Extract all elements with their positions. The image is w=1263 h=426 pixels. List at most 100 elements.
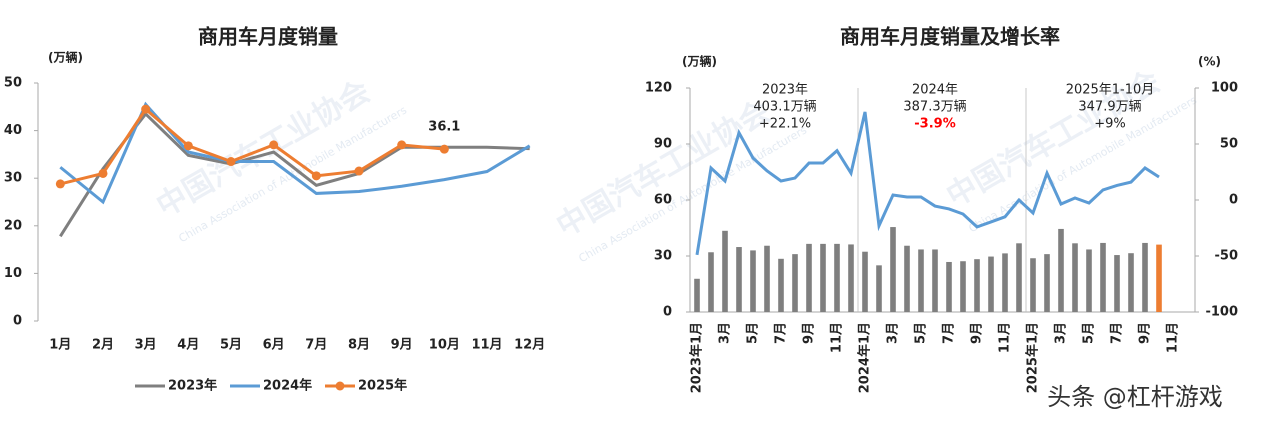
x-tick-label: 3月 (718, 322, 733, 344)
x-tick-label: 11月 (998, 322, 1013, 353)
annotation: +9% (1094, 117, 1126, 132)
x-tick-label: 2024年1月 (857, 322, 873, 393)
y-tick-label: 120 (645, 81, 672, 96)
point (98, 168, 108, 178)
annotation: 2023年 (762, 83, 808, 98)
bar (1114, 255, 1120, 312)
y-tick-label: 40 (4, 123, 22, 138)
y-tick-label: 60 (654, 193, 672, 208)
bar (806, 243, 812, 312)
point (141, 104, 151, 114)
point (55, 179, 65, 189)
y2-tick-label: 100 (1211, 81, 1238, 96)
bar (960, 261, 966, 312)
x-tick-label: 9月 (391, 338, 413, 353)
bar (722, 230, 728, 312)
point (397, 140, 407, 150)
y-tick-label: 30 (654, 249, 672, 264)
y-axis-label: (万辆) (48, 50, 83, 65)
bar (694, 278, 700, 312)
point (439, 144, 449, 154)
point (183, 141, 193, 151)
legend-label: 2025年 (358, 378, 407, 394)
y-tick-label: 0 (13, 314, 22, 329)
x-tick-label: 7月 (774, 322, 789, 344)
x-tick-label: 2023年1月 (689, 322, 705, 393)
bar (1086, 249, 1092, 312)
annotation: 387.3万辆 (903, 100, 966, 115)
point (311, 171, 321, 181)
y2-tick-label: -100 (1205, 305, 1238, 320)
bar (792, 254, 798, 312)
y-axis-label: (万辆) (682, 54, 717, 69)
bar (1030, 258, 1036, 312)
x-tick-label: 12月 (514, 338, 545, 353)
point (354, 166, 364, 176)
bar (834, 243, 840, 312)
x-tick-label: 2025年1月 (1025, 322, 1041, 393)
bar (918, 249, 924, 312)
y2-tick-label: 50 (1220, 137, 1238, 152)
bar (974, 259, 980, 312)
point (269, 140, 279, 150)
x-tick-label: 9月 (802, 322, 817, 344)
bar (1156, 244, 1162, 312)
data-label: 36.1 (428, 120, 460, 135)
bar (1044, 254, 1050, 312)
bar (1072, 243, 1078, 312)
bar (848, 244, 854, 312)
annotation: 2024年 (912, 83, 958, 98)
x-tick-label: 5月 (220, 338, 242, 353)
bar (778, 258, 784, 312)
bar (904, 245, 910, 312)
legend-label: 2024年 (263, 378, 312, 394)
bar (1128, 253, 1134, 312)
bar (764, 245, 770, 312)
bar (1002, 253, 1008, 312)
x-tick-label: 9月 (1138, 322, 1153, 344)
bar (876, 265, 882, 312)
x-tick-label: 5月 (746, 322, 761, 344)
x-tick-label: 10月 (429, 338, 460, 353)
legend-marker (335, 381, 345, 391)
x-tick-label: 4月 (177, 338, 199, 353)
x-tick-label: 8月 (348, 338, 370, 353)
x-tick-label: 1月 (49, 338, 71, 353)
y-tick-label: 50 (4, 76, 22, 91)
bar (1100, 242, 1106, 312)
y2-tick-label: 0 (1229, 193, 1238, 208)
bar (750, 250, 756, 312)
x-tick-label: 5月 (1082, 322, 1097, 344)
bar (736, 247, 742, 312)
y-tick-label: 20 (4, 218, 22, 233)
y-tick-label: 0 (663, 305, 672, 320)
annotation: 347.9万辆 (1078, 100, 1141, 115)
x-tick-label: 11月 (471, 338, 502, 353)
bar (890, 227, 896, 312)
footer: 头条 @杠杆游戏 (1047, 383, 1223, 411)
point (226, 157, 236, 167)
line (59, 106, 445, 186)
y-tick-label: 10 (4, 266, 22, 281)
x-tick-label: 3月 (1054, 322, 1069, 344)
x-tick-label: 6月 (263, 338, 285, 353)
x-tick-label: 2月 (92, 338, 114, 353)
y2-axis-label: (%) (1198, 55, 1221, 69)
annotation: -3.9% (914, 117, 955, 132)
bar (1058, 228, 1064, 312)
x-tick-label: 5月 (914, 322, 929, 344)
y2-tick-label: -50 (1215, 249, 1239, 264)
bar (946, 261, 952, 312)
x-tick-label: 3月 (886, 322, 901, 344)
bar (820, 243, 826, 312)
x-tick-label: 7月 (942, 322, 957, 344)
bar (932, 249, 938, 312)
legend-label: 2023年 (168, 378, 217, 394)
bar (862, 251, 868, 312)
x-tick-label: 11月 (1166, 322, 1181, 353)
x-tick-label: 7月 (305, 338, 327, 353)
chart-title: 商用车月度销量及增长率 (840, 25, 1060, 49)
annotation: +22.1% (759, 117, 811, 132)
